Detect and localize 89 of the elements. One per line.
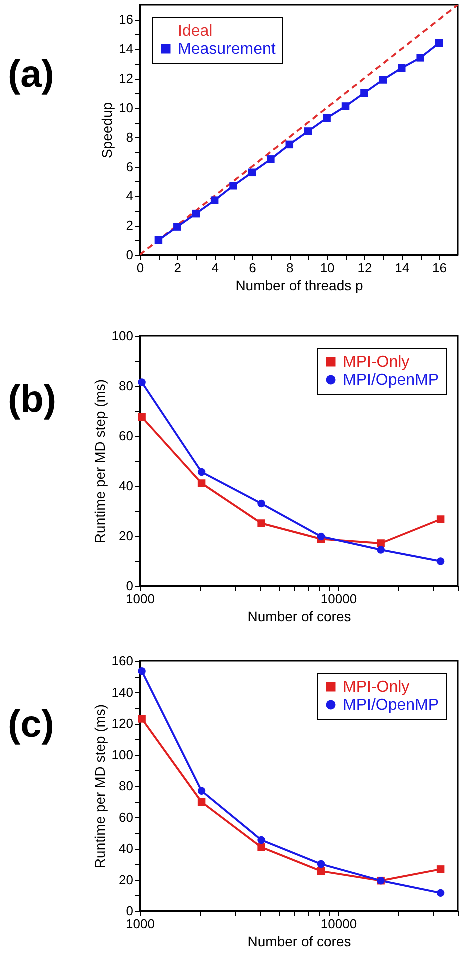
point (258, 520, 266, 528)
y-tick-label: 20 (119, 528, 134, 544)
y-tick-label: 80 (119, 378, 134, 394)
point (210, 196, 219, 204)
text: Ideal (178, 23, 213, 40)
legend-label: MPI-Only (343, 354, 410, 371)
point (360, 89, 368, 98)
point (304, 128, 312, 136)
y-tick-label: 60 (119, 810, 134, 825)
point (267, 156, 275, 164)
point (398, 64, 406, 72)
y-tick-label: 100 (112, 747, 134, 762)
point (230, 182, 238, 190)
point (174, 223, 182, 231)
x-tick-label: 12 (358, 260, 372, 276)
point (317, 867, 326, 876)
y-tick-label: 4 (126, 188, 134, 204)
y-tick-label: 6 (126, 159, 134, 174)
y-tick-label: 8 (126, 130, 134, 145)
legend-label: MPI/OpenMP (343, 697, 440, 714)
text: (b) (8, 379, 57, 421)
x-tick-label: 10000 (320, 916, 358, 932)
x-tick-label: 14 (395, 260, 410, 276)
point (379, 76, 388, 84)
legend-label: MPI/OpenMP (343, 372, 440, 389)
text: (c) (8, 704, 54, 746)
y-tick-label: 0 (126, 904, 134, 918)
y-axis-title: Runtime per MD step (ms) (92, 379, 108, 544)
point (317, 532, 326, 541)
point (198, 480, 206, 488)
x-axis-title: Number of cores (248, 608, 352, 624)
point (138, 715, 146, 723)
y-tick-label: 100 (112, 328, 134, 344)
point (248, 168, 256, 177)
x-tick-label: 8 (286, 260, 294, 276)
y-tick-label: 40 (119, 478, 134, 494)
x-tick-label: 0 (136, 260, 144, 276)
x-tick-label: 6 (249, 260, 256, 276)
y-tick-label: 16 (119, 12, 134, 28)
text: (a) (8, 54, 54, 96)
legend-label: MPI-Only (343, 679, 410, 696)
point (436, 889, 445, 898)
point (258, 836, 266, 844)
x-tick-label: 4 (212, 260, 219, 276)
point (436, 558, 445, 566)
point (198, 798, 206, 806)
point (198, 468, 206, 476)
x-tick-label: 1000 (126, 592, 155, 606)
x-tick-label: 2 (174, 260, 182, 276)
x-tick-label: 10000 (320, 592, 358, 606)
y-tick-label: 60 (119, 428, 134, 444)
point (154, 236, 163, 244)
point (286, 140, 294, 149)
y-axis-title: Speedup (99, 102, 116, 159)
x-tick-label: 1000 (126, 916, 155, 932)
y-axis-title: Runtime per MD step (ms) (92, 704, 108, 869)
point (416, 54, 424, 62)
x-axis-title: Number of threads p (236, 278, 364, 294)
point (436, 866, 445, 874)
point (138, 378, 146, 386)
y-tick-label: 160 (112, 654, 134, 668)
x-tick-label: 10 (320, 260, 335, 276)
y-tick-label: 10 (119, 100, 134, 116)
y-tick-label: 20 (119, 872, 134, 888)
y-tick-label: 0 (126, 248, 134, 262)
point (192, 210, 200, 218)
point (198, 787, 206, 796)
point (317, 860, 326, 868)
point (138, 413, 146, 422)
point (377, 546, 385, 554)
y-tick-label: 40 (119, 841, 134, 856)
y-tick-label: 12 (119, 71, 134, 86)
point (377, 540, 385, 548)
y-tick-label: 140 (112, 684, 134, 700)
point (435, 39, 444, 48)
point (436, 516, 445, 524)
x-axis-title: Number of cores (248, 934, 352, 950)
point (342, 102, 350, 110)
y-tick-label: 14 (119, 42, 134, 57)
point (323, 114, 331, 122)
y-tick-label: 120 (112, 716, 134, 731)
x-tick-label: 16 (432, 260, 448, 276)
y-tick-label: 80 (119, 778, 134, 794)
point (258, 500, 266, 508)
y-tick-label: 0 (126, 578, 134, 594)
point (138, 667, 146, 676)
y-tick-label: 2 (126, 218, 134, 234)
point (258, 844, 266, 852)
legend-label: Measurement (178, 41, 276, 58)
